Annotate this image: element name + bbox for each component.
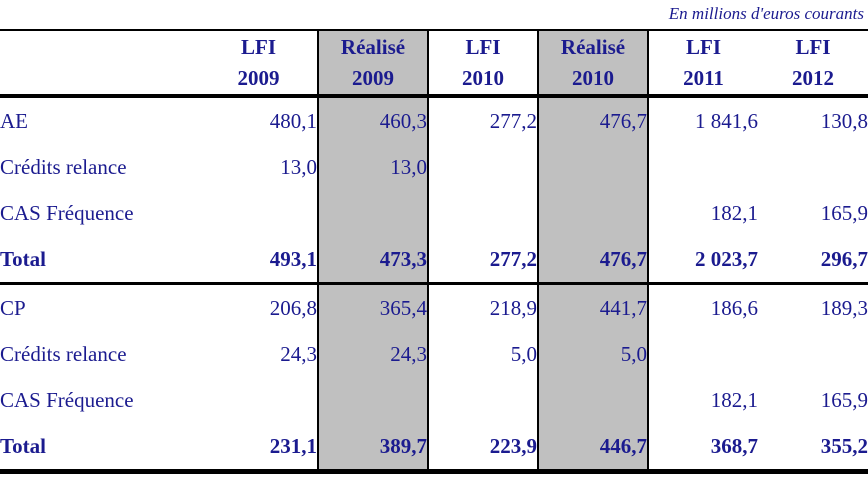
header-label: LFI [240,35,276,60]
cell-value: 473,3 [317,236,429,284]
row-label: CAS Fréquence [0,200,134,225]
cell-value: 24,3 [280,341,317,366]
row-label: Crédits relance [0,154,127,179]
row-label: AE [0,108,28,133]
row-label: Total [0,246,46,271]
cell-value: 13,0 [280,154,317,179]
cell-value [317,190,429,236]
header-label: Réalisé [560,35,626,60]
cell-value: 223,9 [489,433,537,458]
cell-value: 165,9 [820,387,868,412]
section-ae: AE 480,1 460,3 277,2 476,7 1 841,6 130,8… [0,96,868,284]
header-year: 2010 [462,65,504,90]
row-label: CAS Fréquence [0,387,134,412]
column-header-lfi-2011: LFI 2011 [648,30,758,98]
cell-value [648,331,758,377]
cell-value: 365,4 [317,282,429,331]
cell-value [428,144,538,190]
cell-value [648,144,758,190]
cell-value: 1 841,6 [695,108,758,133]
section-cp: CP 206,8 365,4 218,9 441,7 186,6 189,3 C… [0,282,868,472]
cell-value [428,377,538,423]
cell-value: 441,7 [537,282,649,331]
cell-value: 218,9 [428,282,538,331]
header-label: LFI [685,35,721,60]
cell-value [758,144,868,190]
table-row-total-cp: Total 231,1 389,7 223,9 446,7 368,7 355,… [0,423,868,472]
row-label: Crédits relance [0,341,127,366]
cell-value: 476,7 [537,236,649,284]
cell-value [200,190,318,236]
cell-value: 277,2 [489,108,537,133]
cell-value: 206,8 [200,282,318,331]
row-label: Total [0,433,46,458]
budget-table: LFI 2009 Réalisé 2009 LFI 2010 Réalisé 2… [0,29,868,474]
cell-value: 389,7 [317,423,429,472]
header-row: LFI 2009 Réalisé 2009 LFI 2010 Réalisé 2… [0,30,868,98]
cell-value: 460,3 [317,96,429,144]
cell-value: 182,1 [710,387,758,412]
table-row-credits-relance: Crédits relance 13,0 13,0 [0,144,868,190]
cell-value [537,377,649,423]
cell-value [317,377,429,423]
column-header-lfi-2009: LFI 2009 [200,30,318,98]
cell-value [537,144,649,190]
table-row-cp: CP 206,8 365,4 218,9 441,7 186,6 189,3 [0,282,868,331]
header-year: 2011 [683,65,724,90]
cell-value: 2 023,7 [695,246,758,271]
cell-value: 493,1 [269,246,317,271]
column-header-empty [0,30,200,98]
column-header-lfi-2012: LFI 2012 [758,30,868,98]
cell-value: 13,0 [317,144,429,190]
cell-value: 5,0 [537,331,649,377]
column-header-lfi-2010: LFI 2010 [428,30,538,98]
header-year: 2009 [237,65,280,90]
cell-value: 165,9 [820,200,868,225]
cell-value: 296,7 [820,246,868,271]
table-row-credits-relance: Crédits relance 24,3 24,3 5,0 5,0 [0,331,868,377]
table-row-cas-frequence: CAS Fréquence 182,1 165,9 [0,190,868,236]
cell-value: 189,3 [758,282,868,331]
cell-value: 130,8 [820,108,868,133]
cell-value [200,377,318,423]
cell-value: 480,1 [269,108,317,133]
cell-value: 24,3 [317,331,429,377]
cell-value [428,190,538,236]
cell-value [537,190,649,236]
table-header: LFI 2009 Réalisé 2009 LFI 2010 Réalisé 2… [0,30,868,98]
column-header-realise-2010: Réalisé 2010 [537,30,649,98]
header-label: LFI [795,35,831,60]
cell-value: 368,7 [710,433,758,458]
header-year: 2010 [572,65,614,90]
cell-value: 476,7 [537,96,649,144]
row-label: CP [0,282,200,331]
header-year: 2012 [792,65,834,90]
column-header-realise-2009: Réalisé 2009 [317,30,429,98]
header-label: LFI [465,35,501,60]
cell-value: 355,2 [820,433,868,458]
cell-value [758,331,868,377]
cell-value: 231,1 [269,433,317,458]
cell-value: 186,6 [648,282,758,331]
cell-value: 5,0 [510,341,537,366]
table-row-ae: AE 480,1 460,3 277,2 476,7 1 841,6 130,8 [0,96,868,144]
cell-value: 277,2 [489,246,537,271]
header-label: Réalisé [340,35,406,60]
table-row-total-ae: Total 493,1 473,3 277,2 476,7 2 023,7 29… [0,236,868,284]
units-note: En millions d'euros courants [668,4,864,23]
header-year: 2009 [352,65,394,90]
cell-value: 446,7 [537,423,649,472]
cell-value: 182,1 [710,200,758,225]
table-row-cas-frequence: CAS Fréquence 182,1 165,9 [0,377,868,423]
